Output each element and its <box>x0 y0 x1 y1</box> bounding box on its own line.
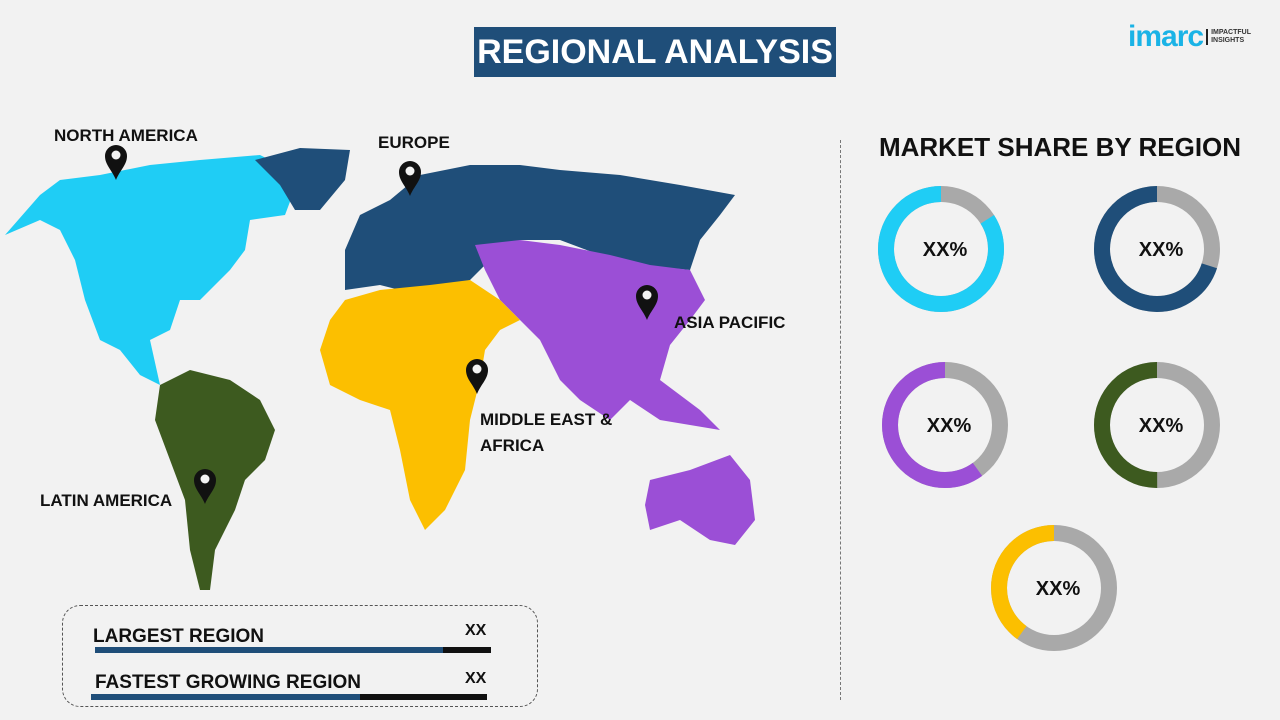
label-mea: MIDDLE EAST & AFRICA <box>480 407 612 459</box>
largest-region-value: XX <box>465 622 487 639</box>
label-asia-pacific: ASIA PACIFIC <box>674 313 786 332</box>
summary-box: LARGEST REGION XX FASTEST GROWING REGION… <box>62 605 538 707</box>
largest-region-bar-fill <box>95 647 444 653</box>
label-north-america: NORTH AMERICA <box>54 126 198 145</box>
fastest-region-label: FASTEST GROWING REGION <box>95 672 362 693</box>
logo-word: imarc <box>1128 20 1204 53</box>
donut-slice <box>878 186 1004 312</box>
fastest-region-bar-fill <box>91 694 361 700</box>
donut-label: XX% <box>1139 239 1184 261</box>
label-latin-america: LATIN AMERICA <box>40 491 173 510</box>
largest-region-bar <box>95 647 491 653</box>
map-europe-russia <box>345 165 735 290</box>
tagline-2: INSIGHTS <box>1211 37 1245 44</box>
map-north-america <box>5 155 300 385</box>
donut-label: XX% <box>927 415 972 437</box>
chart-title: MARKET SHARE BY REGION <box>878 132 1242 162</box>
divider <box>840 140 841 700</box>
largest-region-label: LARGEST REGION <box>93 626 265 647</box>
fastest-region-bar <box>91 694 487 700</box>
label-europe: EUROPE <box>378 133 450 152</box>
donut-slice <box>1094 186 1220 312</box>
donut-slice <box>991 525 1117 651</box>
fastest-region-value: XX <box>465 670 487 687</box>
logo-tagline: IMPACTFUL INSIGHTS <box>1206 29 1251 45</box>
imarc-logo: imarc IMPACTFUL INSIGHTS <box>1128 20 1251 54</box>
donut-label: XX% <box>1036 578 1081 600</box>
donut-slice <box>882 362 1008 488</box>
map-asia-pacific <box>475 240 720 430</box>
donut-label: XX% <box>923 239 968 261</box>
label-mea-1: MIDDLE EAST & <box>480 410 613 429</box>
map-greenland <box>255 148 350 210</box>
map-australia <box>645 455 755 545</box>
donut-slice <box>1094 362 1220 488</box>
page-title: REGIONAL ANALYSIS <box>474 27 836 77</box>
map-africa <box>320 280 520 530</box>
donut-label: XX% <box>1139 415 1184 437</box>
label-mea-2: AFRICA <box>480 436 545 455</box>
tagline-1: IMPACTFUL <box>1211 29 1251 36</box>
